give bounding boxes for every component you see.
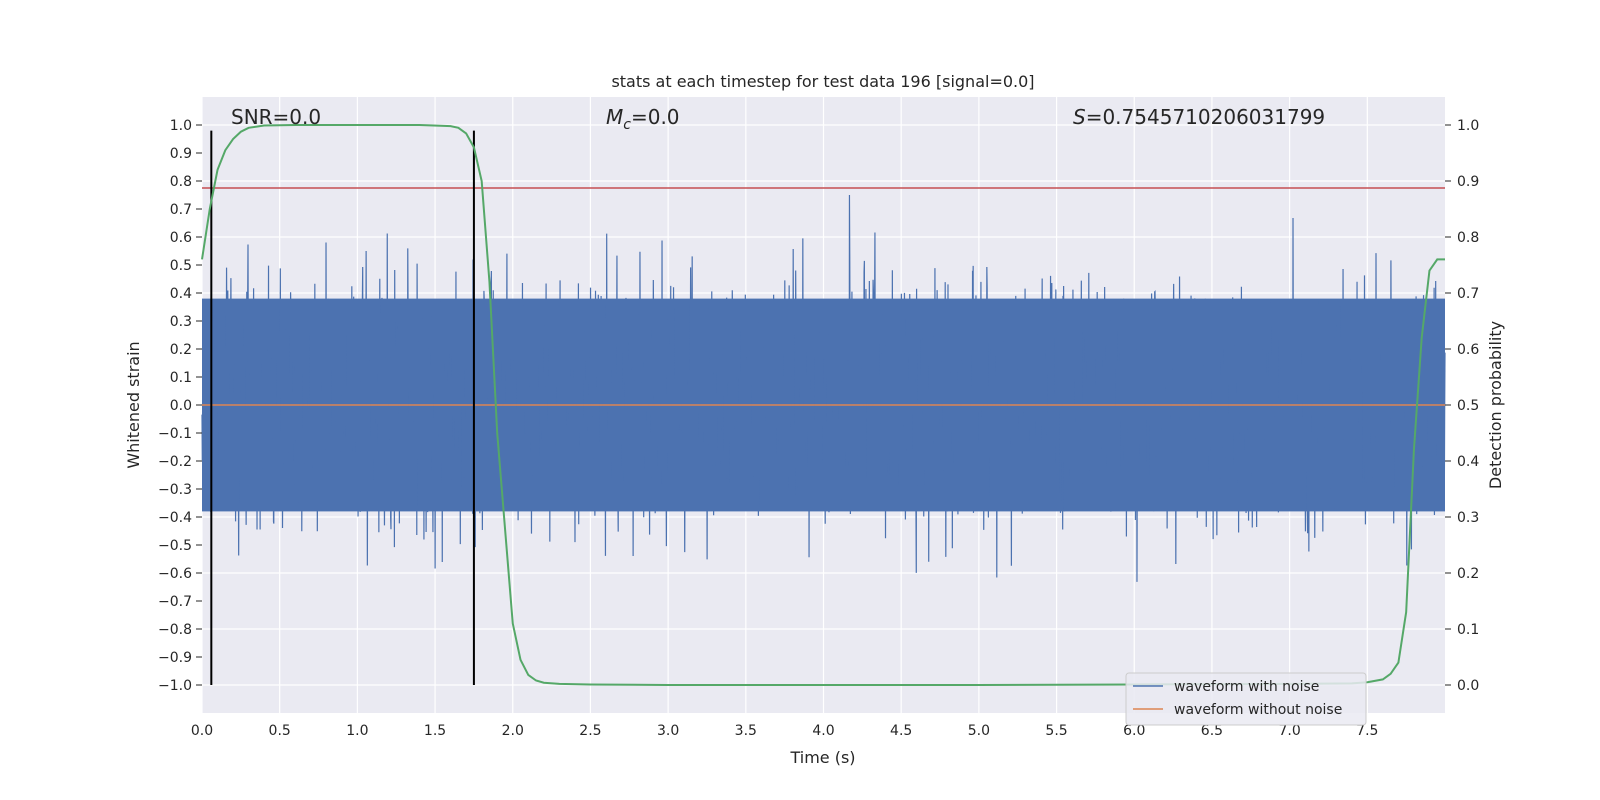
y-tick-label: 0.0 <box>170 398 192 414</box>
y-tick-label: −0.5 <box>158 538 192 554</box>
y-tick-label: 0.8 <box>170 174 192 190</box>
legend-label-clean: waveform without noise <box>1174 702 1342 718</box>
y2-tick-label: 0.9 <box>1457 174 1479 190</box>
x-tick-label: 6.0 <box>1123 723 1145 739</box>
chirp-mass-annotation: Mc=0.0 <box>606 105 680 133</box>
snr-annotation: SNR=0.0 <box>231 105 321 129</box>
y-tick-label: 0.7 <box>170 202 192 218</box>
x-tick-label: 4.5 <box>890 723 912 739</box>
mc-symbol: M <box>606 105 623 129</box>
x-axis-ticks: 0.0 0.5 1.0 1.5 2.0 2.5 3.0 3.5 4.0 4.5 5.0 5.5 6.0 6… <box>191 723 1379 739</box>
x-tick-label: 2.0 <box>502 723 524 739</box>
noise-waveform-path <box>201 194 1446 582</box>
y-tick-label: −0.3 <box>158 482 192 498</box>
x-tick-label: 1.5 <box>424 723 446 739</box>
y-tick-label: 0.3 <box>170 314 192 330</box>
x-tick-label: 0.5 <box>269 723 291 739</box>
score-annotation: S=0.7545710206031799 <box>1073 105 1325 129</box>
y-tick-label: −1.0 <box>158 678 192 694</box>
y-tick-label: 0.2 <box>170 342 192 358</box>
y-tick-label: 0.4 <box>170 286 192 302</box>
y2-tick-label: 0.2 <box>1457 566 1479 582</box>
s-symbol: S <box>1073 105 1086 129</box>
x-tick-label: 2.5 <box>579 723 601 739</box>
y-tick-label: 0.5 <box>170 258 192 274</box>
y-tick-label: −0.2 <box>158 454 192 470</box>
event-vlines <box>210 130 475 685</box>
legend: waveform with noise waveform without noi… <box>1125 672 1367 726</box>
detection-probability-line <box>201 124 1445 686</box>
y2-tick-label: 0.7 <box>1457 286 1479 302</box>
y2-tick-label: 0.0 <box>1457 678 1479 694</box>
y2-tick-label: 0.3 <box>1457 510 1479 526</box>
y-tick-label: −0.8 <box>158 622 192 638</box>
x-tick-label: 1.0 <box>346 723 368 739</box>
mc-value: =0.0 <box>631 105 680 129</box>
x-tick-label: 7.0 <box>1278 723 1300 739</box>
legend-label-noise: waveform with noise <box>1174 679 1319 695</box>
mc-subscript: c <box>623 117 631 133</box>
x-tick-label: 7.5 <box>1356 723 1378 739</box>
y-tick-label: −0.1 <box>158 426 192 442</box>
y-tick-label: −0.6 <box>158 566 192 582</box>
y-tick-label: 1.0 <box>170 118 192 134</box>
y-tick-label: −0.9 <box>158 650 192 666</box>
y-tick-label: 0.6 <box>170 230 192 246</box>
y2-axis-ticks: 1.0 0.9 0.8 0.7 0.6 0.5 0.4 0.3 0.2 0.1 0.0 <box>1445 118 1479 694</box>
x-tick-label: 0.0 <box>191 723 213 739</box>
y-axis-label: Whitened strain <box>124 341 143 468</box>
y2-tick-label: 0.1 <box>1457 622 1479 638</box>
y2-tick-label: 0.5 <box>1457 398 1479 414</box>
y2-tick-label: 1.0 <box>1457 118 1479 134</box>
x-tick-label: 4.0 <box>812 723 834 739</box>
y-axis-ticks: 1.0 0.9 0.8 0.7 0.6 0.5 0.4 0.3 0.2 0.1 0.0 −0.1 −0.… <box>158 118 202 694</box>
y2-tick-label: 0.8 <box>1457 230 1479 246</box>
y-tick-label: −0.7 <box>158 594 192 610</box>
y2-tick-label: 0.6 <box>1457 342 1479 358</box>
x-tick-label: 3.0 <box>657 723 679 739</box>
s-value: =0.7545710206031799 <box>1086 105 1325 129</box>
y-tick-label: 0.9 <box>170 146 192 162</box>
y-tick-label: 0.1 <box>170 370 192 386</box>
y-tick-label: −0.4 <box>158 510 192 526</box>
chart-title: stats at each timestep for test data 196… <box>611 72 1034 91</box>
legend-box <box>1125 672 1367 726</box>
x-tick-label: 5.5 <box>1045 723 1067 739</box>
x-tick-label: 6.5 <box>1201 723 1223 739</box>
x-tick-label: 5.0 <box>968 723 990 739</box>
y2-tick-label: 0.4 <box>1457 454 1479 470</box>
x-axis-label: Time (s) <box>789 748 855 767</box>
x-tick-label: 3.5 <box>735 723 757 739</box>
y2-axis-label: Detection probability <box>1486 321 1505 489</box>
